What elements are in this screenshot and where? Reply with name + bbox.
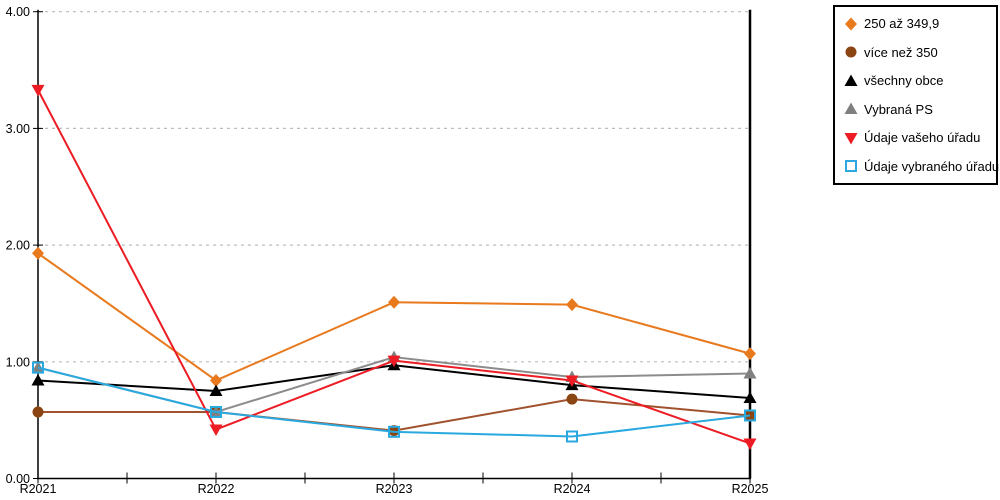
triangle-up-marker [743, 366, 757, 379]
triangle-up-icon [844, 102, 858, 116]
square-open-marker [566, 430, 578, 443]
circle-marker [845, 46, 857, 58]
legend-item: 250 až 349,9 [844, 16, 988, 31]
triangle-up-marker [209, 384, 223, 396]
series-1 [32, 393, 756, 437]
square-open-marker [388, 425, 400, 438]
series-5 [32, 361, 756, 443]
y-tick-label: 4.00 [6, 5, 30, 19]
triangle-down-marker [844, 132, 858, 145]
y-tick-label: 1.00 [6, 355, 30, 369]
series-4 [31, 84, 757, 450]
triangle-down-marker [743, 438, 757, 450]
diamond-marker [32, 246, 44, 260]
diamond-marker [388, 295, 400, 309]
circle-marker [566, 393, 578, 405]
triangle-up-icon [844, 74, 858, 88]
diamond-marker [210, 373, 222, 387]
y-tick-label: 2.00 [6, 239, 30, 253]
y-tick-label: 3.00 [6, 122, 30, 136]
diamond-marker [566, 298, 578, 312]
circle-icon [844, 45, 858, 59]
diamond-marker [744, 347, 756, 361]
triangle-down-marker [31, 84, 45, 97]
legend-label: více než 350 [864, 44, 938, 60]
circle-marker [388, 425, 400, 437]
triangle-down-marker [209, 424, 223, 436]
square-open-marker [32, 361, 44, 374]
square-open-marker [744, 409, 756, 422]
legend-item: Údaje vašeho úřadu [844, 130, 988, 145]
triangle-up-marker [844, 74, 858, 86]
legend-label: Údaje vybraného úřadu [864, 158, 1000, 174]
x-tick-label: R2024 [554, 482, 591, 496]
series-line [37, 366, 751, 438]
square-open-icon [844, 159, 858, 173]
diamond-marker [845, 17, 857, 30]
legend-label: Vybraná PS [864, 101, 933, 117]
legend-label: 250 až 349,9 [864, 16, 940, 31]
legend: 250 až 349,9 více než 350 všechny obce V… [833, 5, 999, 185]
square-open-marker [210, 405, 222, 418]
legend-item: Údaje vybraného úřadu [844, 159, 999, 174]
y-tick-label: 0.00 [6, 472, 30, 486]
x-tick-label: R2025 [732, 482, 769, 496]
diamond-icon [844, 17, 858, 31]
circle-marker [32, 406, 44, 418]
x-tick-label: R2022 [198, 482, 235, 496]
triangle-down-marker [387, 355, 401, 368]
series-0 [32, 246, 756, 387]
legend-item: všechny obce [844, 73, 988, 88]
triangle-up-marker [743, 391, 757, 403]
legend-item: více než 350 [844, 45, 988, 60]
legend-label: Údaje vašeho úřadu [864, 130, 981, 146]
triangle-up-marker [31, 373, 45, 386]
triangle-up-marker [844, 102, 858, 115]
legend-item: Vybraná PS [844, 102, 988, 117]
x-tick-label: R2023 [376, 482, 413, 496]
legend-label: všechny obce [864, 73, 944, 89]
square-open-marker [845, 160, 857, 173]
triangle-up-marker [31, 361, 45, 373]
x-tick-label: R2021 [20, 482, 57, 496]
triangle-down-icon [844, 131, 858, 145]
triangle-down-marker [565, 375, 579, 387]
